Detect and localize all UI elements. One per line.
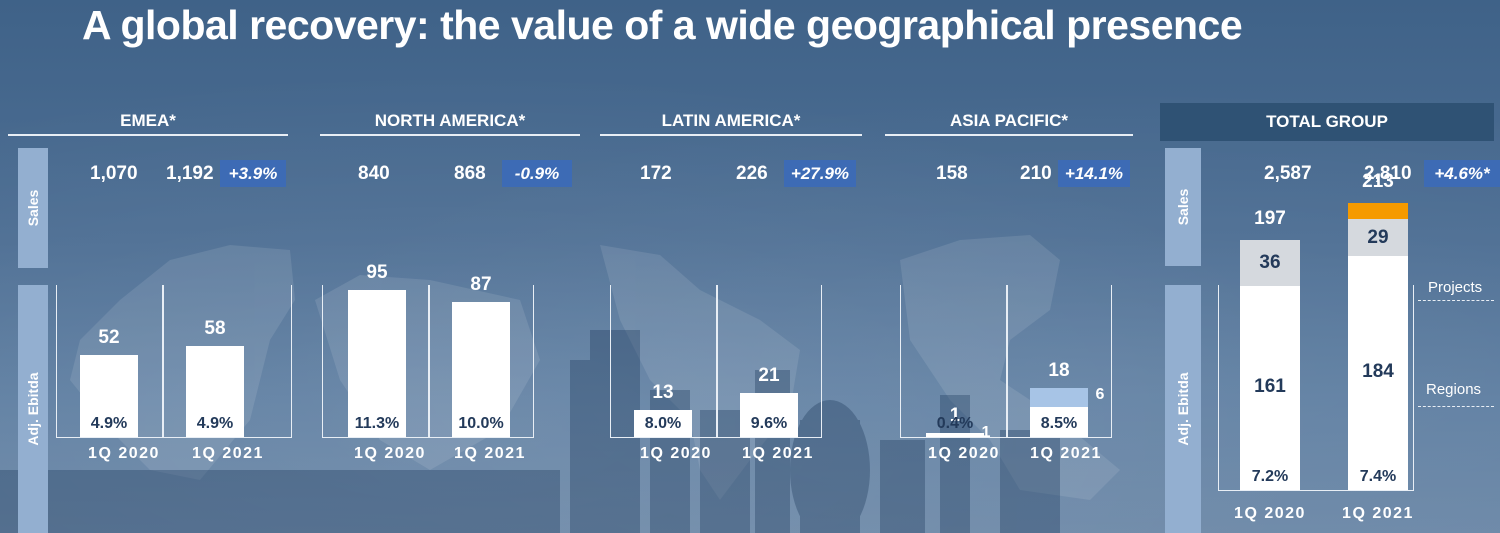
- projects-value-label: 36: [1259, 251, 1281, 273]
- ebitda-tab-left: Adj. Ebitda: [18, 285, 48, 533]
- sales-value: 158: [936, 163, 968, 184]
- legend-divider: [1418, 300, 1494, 301]
- period-label: 1Q 2021: [1030, 445, 1102, 462]
- side-value-label: 6: [1095, 386, 1105, 403]
- ebitda-bar: [926, 433, 984, 437]
- period-label: 1Q 2020: [640, 445, 712, 462]
- ebitda-bar: [80, 355, 138, 437]
- ebitda-bar: [348, 289, 406, 437]
- total-value-label: 197: [1254, 207, 1286, 229]
- period-label: 1Q 2021: [192, 445, 264, 462]
- ebitda-margin-label: 8.0%: [644, 415, 682, 432]
- chart-frame-emea: [56, 285, 292, 438]
- region-header-total-group: TOTAL GROUP: [1160, 103, 1494, 141]
- sales-value: 172: [640, 163, 672, 184]
- region-header-north-america: NORTH AMERICA*: [320, 106, 580, 136]
- sales-tab-total: Sales: [1165, 148, 1201, 266]
- city-buildings: [0, 330, 1060, 533]
- projects-bar-segment: [1348, 219, 1408, 257]
- sales-value: 210: [1020, 163, 1052, 184]
- ebitda-value-label: 13: [652, 381, 674, 403]
- projects-bar-segment: [1240, 239, 1300, 286]
- chart-divider: [716, 285, 718, 438]
- ebitda-margin-label: 9.6%: [750, 415, 788, 432]
- regions-bar-segment: [1348, 256, 1408, 490]
- regions-value-label: 184: [1362, 361, 1394, 383]
- chart-frame-total-group: [1218, 285, 1414, 491]
- chart-divider: [162, 285, 164, 438]
- sales-value: 226: [736, 163, 768, 184]
- sales-value: 868: [454, 163, 486, 184]
- ebitda-margin-label: 7.2%: [1251, 468, 1289, 485]
- ebitda-bar: [186, 345, 244, 437]
- side-value-label: 1: [981, 424, 991, 441]
- sales-change-badge: +14.1%: [1058, 160, 1130, 187]
- projects-value-label: 29: [1367, 226, 1389, 248]
- period-label: 1Q 2021: [742, 445, 814, 462]
- period-label: 1Q 2020: [928, 445, 1000, 462]
- period-label: 1Q 2021: [454, 445, 526, 462]
- region-header-latin-america: LATIN AMERICA*: [600, 106, 862, 136]
- projects-bar-segment-extra: [1348, 203, 1408, 220]
- sales-value: 840: [358, 163, 390, 184]
- ebitda-bar: [452, 302, 510, 437]
- ebitda-bar: [740, 392, 798, 437]
- ebitda-margin-label: 0.4%: [936, 415, 974, 432]
- ebitda-tab-total: Adj. Ebitda: [1165, 285, 1201, 533]
- ebitda-bar: [634, 409, 692, 437]
- regions-value-label: 161: [1254, 375, 1286, 397]
- sales-change-badge: -0.9%: [502, 160, 572, 187]
- region-header-emea: EMEA*: [8, 106, 288, 136]
- ebitda-value-label: 95: [366, 261, 388, 283]
- chart-divider: [1006, 285, 1008, 438]
- legend-divider: [1418, 406, 1494, 407]
- ebitda-value-label: 87: [470, 274, 492, 296]
- legend-regions: Regions: [1426, 381, 1482, 398]
- ebitda-value-label: 18: [1048, 359, 1070, 381]
- sales-change-badge: +27.9%: [784, 160, 856, 187]
- period-label: 1Q 2020: [354, 445, 426, 462]
- legend-projects: Projects: [1428, 279, 1483, 296]
- ebitda-value-label: 58: [204, 317, 226, 339]
- region-header-asia-pacific: ASIA PACIFIC*: [885, 106, 1133, 136]
- period-label: 1Q 2021: [1342, 505, 1414, 522]
- ebitda-margin-label: 4.9%: [90, 415, 128, 432]
- sales-value: 2,587: [1264, 163, 1312, 184]
- ebitda-margin-label: 4.9%: [196, 415, 234, 432]
- ebitda-margin-label: 8.5%: [1040, 415, 1078, 432]
- period-label: 1Q 2020: [88, 445, 160, 462]
- ebitda-margin-label: 11.3%: [354, 415, 400, 432]
- ebitda-value-label: 21: [758, 364, 780, 386]
- ebitda-bar: [1030, 407, 1088, 437]
- page-title: A global recovery: the value of a wide g…: [82, 2, 1243, 48]
- ebitda-value-label: 1: [949, 405, 961, 426]
- ebitda-bar-extra: [1030, 387, 1088, 408]
- sales-change-badge: +3.9%: [220, 160, 286, 187]
- sales-change-badge: +4.6%*: [1424, 160, 1500, 187]
- period-label: 1Q 2020: [1234, 505, 1306, 522]
- ebitda-value-label: 52: [98, 327, 120, 349]
- ebitda-margin-label: 10.0%: [458, 415, 504, 432]
- sales-tab-left: Sales: [18, 148, 48, 268]
- ebitda-margin-label: 7.4%: [1359, 468, 1397, 485]
- sales-value: 2,810: [1364, 163, 1412, 184]
- chart-divider: [428, 285, 430, 438]
- regions-bar-segment: [1240, 285, 1300, 490]
- sales-value: 1,070: [90, 163, 138, 184]
- sales-value: 1,192: [166, 163, 214, 184]
- total-value-label: 213: [1362, 171, 1394, 193]
